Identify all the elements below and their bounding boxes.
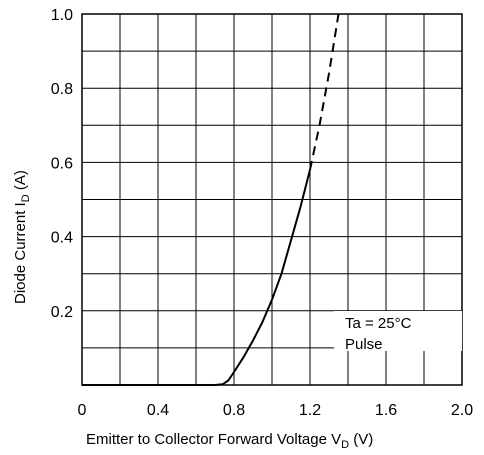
annotation-pulse: Pulse (345, 336, 383, 353)
tick-labels: 0 0.4 0.8 1.2 1.6 2.0 0.2 0.4 0.6 0.8 1.0 (51, 7, 473, 419)
series-line-solid (82, 169, 311, 386)
y-tick-label: 0.6 (51, 155, 73, 172)
y-tick-label: 0.8 (51, 81, 73, 98)
plot-frame (81, 13, 463, 386)
x-tick-label: 0.4 (147, 402, 169, 419)
x-tick-label: 2.0 (451, 402, 473, 419)
x-axis-label-unit: (V) (349, 431, 373, 448)
y-axis-label-sub: D (20, 194, 32, 202)
x-tick-label: 1.6 (375, 402, 397, 419)
annotation-temperature: Ta = 25°C (345, 315, 412, 332)
x-axis-label-sub: D (341, 439, 349, 451)
y-tick-label: 1.0 (51, 7, 73, 24)
x-tick-label: 1.2 (299, 402, 321, 419)
x-axis-label: Emitter to Collector Forward Voltage VD … (86, 431, 373, 451)
y-tick-label: 0.4 (51, 230, 73, 247)
x-tick-label: 0.8 (223, 402, 245, 419)
y-axis-label: Diode Current ID (A) (12, 170, 32, 304)
x-tick-label: 0 (78, 402, 87, 419)
annotation-box (334, 311, 462, 351)
series-line-dashed (309, 13, 340, 171)
y-axis-label-main: Diode Current I (12, 202, 29, 304)
y-tick-label: 0.2 (51, 304, 73, 321)
series-layer (82, 13, 340, 386)
grid (82, 14, 462, 385)
y-axis-label-unit: (A) (12, 170, 29, 194)
x-axis-label-main: Emitter to Collector Forward Voltage V (86, 431, 341, 448)
